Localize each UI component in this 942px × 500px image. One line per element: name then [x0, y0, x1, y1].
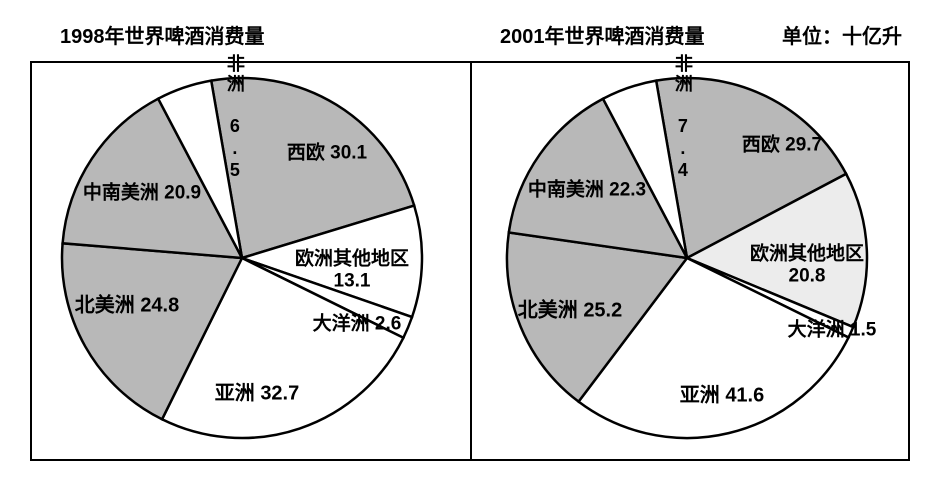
pie-chart-2001: 西欧 29.7欧洲其他地区20.8大洋洲 1.5亚洲 41.6北美洲 25.2中…	[470, 63, 910, 459]
pie-svg	[472, 63, 910, 459]
pie-chart-1998: 西欧 30.1欧洲其他地区13.1大洋洲 2.6亚洲 32.7北美洲 24.8中…	[32, 63, 470, 459]
chart-titles: 1998年世界啤酒消费量 2001年世界啤酒消费量 单位：十亿升	[30, 20, 912, 49]
chart-title-2001-text: 2001年世界啤酒消费量	[500, 26, 705, 48]
chart-panels: 西欧 30.1欧洲其他地区13.1大洋洲 2.6亚洲 32.7北美洲 24.8中…	[30, 61, 910, 461]
chart-title-1998: 1998年世界啤酒消费量	[30, 20, 500, 49]
chart-title-2001: 2001年世界啤酒消费量 单位：十亿升	[500, 20, 912, 49]
pie-svg	[32, 63, 470, 459]
unit-label: 单位：十亿升	[782, 20, 912, 49]
